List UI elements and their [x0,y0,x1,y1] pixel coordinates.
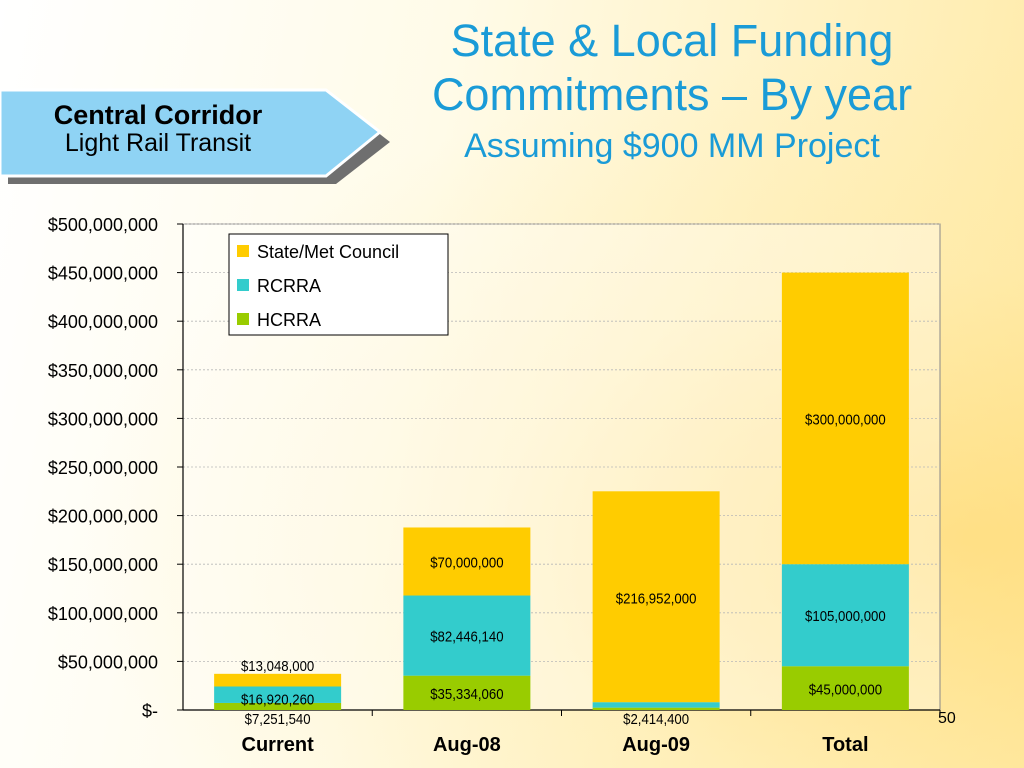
bar-state-met-council-current [214,673,342,687]
y-tick-label: $50,000,000 [58,652,158,672]
data-label: $216,952,000 [616,589,697,606]
y-tick-label: $250,000,000 [48,458,158,478]
y-tick-label: $450,000,000 [48,264,158,284]
y-tick-label: $200,000,000 [48,507,158,527]
legend-label: RCRRA [257,276,321,296]
data-label: $35,334,060 [430,685,503,702]
legend-swatch [237,245,249,257]
bar-state-met-council-total [781,272,909,565]
x-tick-label: Total [822,734,868,756]
data-label: $82,446,140 [430,628,503,645]
data-label: $7,251,540 [245,710,311,727]
bar-hcrra-aug-09 [592,707,720,710]
bar-hcrra-current [214,702,342,710]
bar-hcrra-aug-08 [403,675,531,710]
data-label: $16,920,260 [241,691,314,708]
legend-box [228,233,449,336]
bar-rcrra-current [214,686,342,703]
title-line-2: Commitments – By year [431,69,913,120]
y-tick-label: $300,000,000 [48,409,158,429]
x-tick-label: Current [242,734,315,756]
bar-rcrra-total [781,564,909,667]
y-tick-label: $400,000,000 [48,312,158,332]
y-tick-label: $- [142,701,158,721]
y-tick-label: $100,000,000 [48,604,158,624]
legend-swatch [237,279,249,291]
y-tick-label: $350,000,000 [48,361,158,381]
y-tick-label: $500,000,000 [48,215,158,235]
data-label: $45,000,000 [809,680,882,697]
banner-text: Central Corridor Light Rail Transit [18,100,298,156]
title-line-1: State & Local Funding [450,15,894,66]
legend-swatch [237,313,249,325]
banner-main-label: Central Corridor [53,100,263,130]
slide-subtitle: Assuming $900 MM Project [464,127,880,165]
bar-rcrra-aug-08 [403,595,531,676]
bar-state-met-council-aug-09 [592,491,720,703]
slide-title: State & Local Funding Commitments – By y… [392,14,952,168]
x-tick-label: Aug-08 [433,734,501,756]
page-number: 50 [938,710,956,727]
bar-state-met-council-aug-08 [403,527,531,596]
legend-label: HCRRA [257,310,321,330]
x-tick-label: Aug-09 [622,734,690,756]
data-label: $105,000,000 [805,607,886,624]
banner-arrow [0,88,390,184]
legend-label: State/Met Council [257,242,399,262]
data-label: $13,048,000 [241,657,314,674]
y-tick-label: $150,000,000 [48,555,158,575]
bar-rcrra-aug-09 [592,702,720,708]
bar-hcrra-total [781,666,909,710]
funding-chart: $- $50,000,000 $100,000,000 $150,000,000 $20… [48,215,941,756]
data-label: $2,414,400 [623,710,689,727]
data-label: $300,000,000 [805,411,886,428]
banner-sub-label: Light Rail Transit [64,129,252,157]
data-label: $70,000,000 [430,554,503,571]
